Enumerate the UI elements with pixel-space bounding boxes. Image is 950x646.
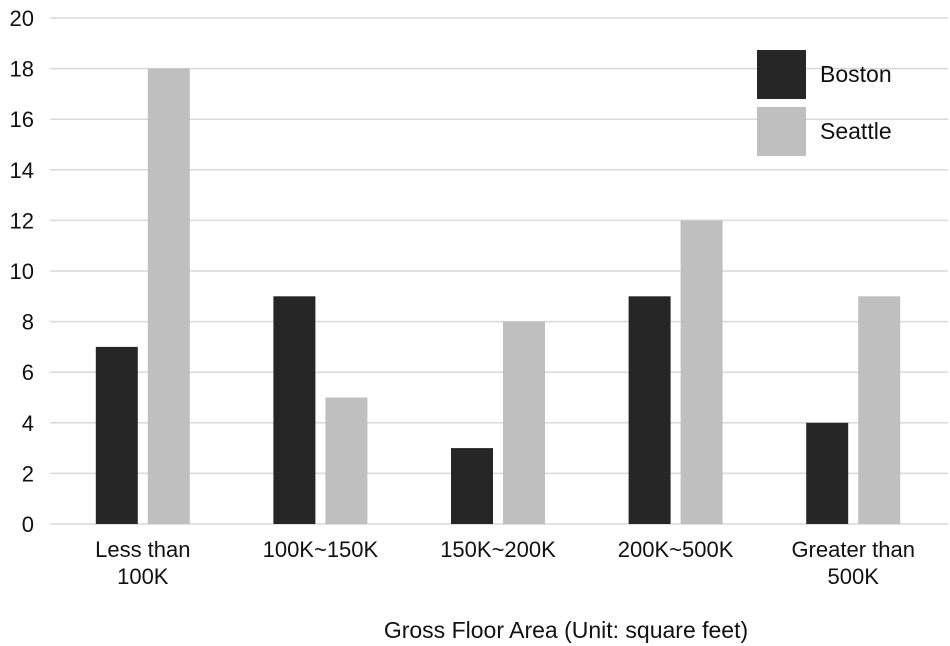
y-tick-label: 10 bbox=[10, 259, 34, 284]
bars bbox=[95, 68, 901, 524]
bar-seattle-3 bbox=[680, 220, 723, 524]
x-axis-title: Gross Floor Area (Unit: square feet) bbox=[384, 617, 748, 643]
y-tick-label: 16 bbox=[10, 107, 34, 132]
bar-boston-1 bbox=[273, 296, 316, 524]
legend-swatch-seattle bbox=[757, 107, 806, 156]
y-tick-label: 18 bbox=[10, 57, 34, 82]
y-tick-label: 20 bbox=[10, 6, 34, 31]
y-tick-label: 2 bbox=[22, 461, 34, 486]
legend-label-seattle: Seattle bbox=[820, 118, 892, 144]
y-tick-label: 14 bbox=[10, 158, 34, 183]
bar-seattle-1 bbox=[325, 397, 368, 524]
x-category-label: 150K~200K bbox=[440, 537, 556, 562]
legend: Boston Seattle bbox=[757, 50, 892, 156]
x-category-label: 100K bbox=[117, 564, 169, 589]
bar-seattle-0 bbox=[147, 68, 190, 524]
y-tick-label: 6 bbox=[22, 360, 34, 385]
bar-seattle-2 bbox=[503, 321, 545, 524]
bar-boston-0 bbox=[95, 346, 138, 524]
x-category-label: Greater than bbox=[791, 537, 915, 562]
bar-seattle-4 bbox=[858, 296, 901, 524]
x-category-label: 100K~150K bbox=[263, 537, 379, 562]
y-tick-label: 8 bbox=[22, 310, 34, 335]
y-tick-label: 4 bbox=[22, 411, 34, 436]
x-category-label: 500K bbox=[828, 564, 880, 589]
x-category-label: Less than bbox=[95, 537, 190, 562]
y-tick-label: 12 bbox=[10, 208, 34, 233]
legend-swatch-boston bbox=[757, 50, 806, 99]
y-tick-label: 0 bbox=[22, 512, 34, 537]
legend-label-boston: Boston bbox=[820, 61, 892, 87]
x-category-label: 200K~500K bbox=[618, 537, 734, 562]
y-axis-ticks: 0 2 4 6 8 10 12 14 16 18 20 bbox=[10, 6, 34, 537]
bar-boston-3 bbox=[628, 296, 671, 524]
bar-boston-2 bbox=[451, 448, 493, 524]
bar-boston-4 bbox=[806, 422, 849, 524]
